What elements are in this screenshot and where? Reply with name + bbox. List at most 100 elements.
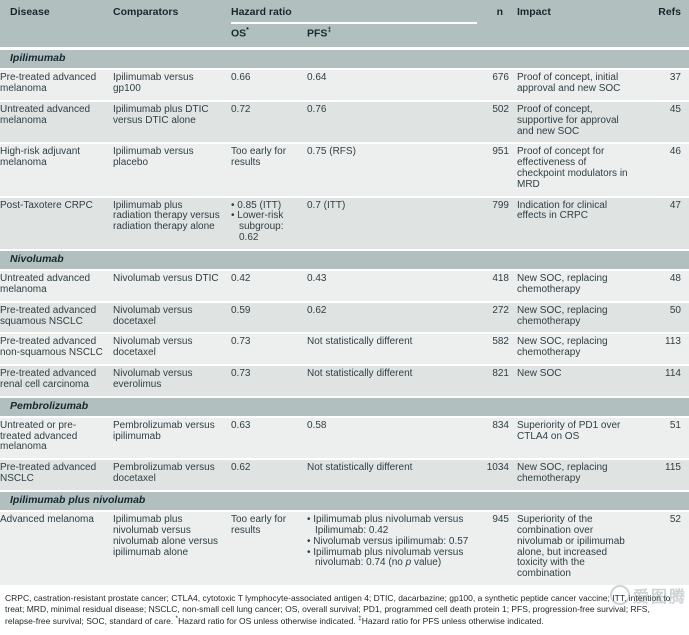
pfs-footnote-marker: ‡ xyxy=(327,27,332,35)
refs-cell: 50 xyxy=(643,302,689,335)
col-header-os: OS* xyxy=(231,24,307,51)
col-header-impact: Impact xyxy=(517,0,643,51)
impact-cell: New SOC xyxy=(517,365,643,398)
bullet-item: • Ipilimumab plus nivolumab versus nivol… xyxy=(307,546,464,569)
refs-cell: 46 xyxy=(643,144,689,198)
disease-cell: Pre-treated advanced non-squamous NSCLC xyxy=(0,334,113,366)
comparators-cell: Ipilimumab versus placebo xyxy=(113,144,231,198)
col-header-hazard-ratio: Hazard ratio xyxy=(231,0,477,25)
disease-cell: Untreated advanced melanoma xyxy=(0,102,113,145)
impact-cell: New SOC, replacing chemotherapy xyxy=(517,334,643,366)
section-title: Ipilimumab xyxy=(0,50,689,71)
table-row: Pre-treated advanced renal cell carcinom… xyxy=(0,365,689,398)
pfs-cell: Not statistically different xyxy=(307,365,477,398)
bullet-item: • Ipilimumab plus nivolumab versus Ipili… xyxy=(307,514,464,536)
n-cell: 951 xyxy=(477,144,517,198)
impact-cell: Proof of concept, supportive for approva… xyxy=(517,102,643,145)
os-footnote-marker: * xyxy=(246,27,249,35)
table-row: Untreated advanced melanoma Ipilimumab pl… xyxy=(0,102,689,145)
col-header-refs: Refs xyxy=(643,0,689,51)
section-row: Ipilimumab plus nivolumab xyxy=(0,491,689,513)
refs-cell: 37 xyxy=(643,70,689,103)
n-cell: 418 xyxy=(477,271,517,303)
refs-cell: 113 xyxy=(643,334,689,366)
table-row: Pre-treated advanced NSCLC Pembrolizumab … xyxy=(0,460,689,492)
os-cell: 0.73 xyxy=(231,365,307,398)
bullet-item: • Lower-risk subgroup: 0.62 xyxy=(231,210,284,244)
impact-cell: Proof of concept, initial approval and n… xyxy=(517,70,643,103)
footnote-abbreviations: CRPC, castration-resistant prostate canc… xyxy=(5,592,671,626)
os-cell: 0.63 xyxy=(231,417,307,461)
n-cell: 799 xyxy=(477,197,517,251)
comparators-cell: Nivolumab versus docetaxel xyxy=(113,334,231,366)
pfs-cell: 0.64 xyxy=(307,70,477,103)
table-row: Pre-treated advanced melanoma Ipilimumab … xyxy=(0,70,689,103)
table-row: Post-Taxotere CRPC Ipilimumab plus radiat… xyxy=(0,197,689,251)
col-header-n: n xyxy=(477,0,517,51)
col-header-pfs: PFS‡ xyxy=(307,24,477,51)
bullet-item: • Nivolumab versus ipilimumab: 0.57 xyxy=(307,535,469,547)
comparators-cell: Nivolumab versus DTIC xyxy=(113,271,231,303)
n-cell: 676 xyxy=(477,70,517,103)
impact-cell: Proof of concept for effectiveness of ch… xyxy=(517,144,643,198)
n-cell: 945 xyxy=(477,512,517,587)
disease-cell: Untreated advanced melanoma xyxy=(0,271,113,303)
table-row: Untreated advanced melanoma Nivolumab ver… xyxy=(0,271,689,303)
hazard-ratio-label: Hazard ratio xyxy=(231,6,292,18)
section-title: Ipilimumab plus nivolumab xyxy=(0,491,689,513)
os-cell: 0.62 xyxy=(231,460,307,492)
refs-cell: 114 xyxy=(643,365,689,398)
refs-cell: 51 xyxy=(643,417,689,461)
section-row: Pembrolizumab xyxy=(0,397,689,418)
impact-cell: New SOC, replacing chemotherapy xyxy=(517,271,643,303)
comparators-cell: Pembrolizumab versus ipilimumab xyxy=(113,417,231,461)
footnote-pfs-note: Hazard ratio for PFS unless otherwise in… xyxy=(361,615,544,626)
bullet-item: • 0.85 (ITT) xyxy=(231,199,282,211)
table-row: Pre-treated advanced squamous NSCLC Nivol… xyxy=(0,302,689,335)
table-footnote: CRPC, castration-resistant prostate canc… xyxy=(0,591,689,626)
table-row: Advanced melanoma Ipilimumab plus nivolum… xyxy=(0,512,689,587)
pfs-cell: Not statistically different xyxy=(307,460,477,492)
pfs-cell: 0.43 xyxy=(307,271,477,303)
disease-cell: Untreated or pre-treated advanced melano… xyxy=(0,417,113,461)
refs-cell: 45 xyxy=(643,102,689,145)
section-row: Nivolumab xyxy=(0,250,689,272)
col-header-comparators: Comparators xyxy=(113,0,231,51)
impact-cell: New SOC, replacing chemotherapy xyxy=(517,302,643,335)
section-title: Pembrolizumab xyxy=(0,397,689,418)
disease-cell: Advanced melanoma xyxy=(0,512,113,587)
os-cell: • 0.85 (ITT) • Lower-risk subgroup: 0.62 xyxy=(231,197,307,251)
impact-cell: Superiority of the combination over nivo… xyxy=(517,512,643,587)
comparators-cell: Nivolumab versus everolimus xyxy=(113,365,231,398)
impact-cell: Indication for clinical effects in CRPC xyxy=(517,197,643,251)
disease-cell: Pre-treated advanced NSCLC xyxy=(0,460,113,492)
table-row: Untreated or pre-treated advanced melano… xyxy=(0,417,689,461)
disease-cell: Pre-treated advanced squamous NSCLC xyxy=(0,302,113,335)
os-cell: 0.66 xyxy=(231,70,307,103)
n-cell: 821 xyxy=(477,365,517,398)
os-cell: 0.42 xyxy=(231,271,307,303)
pfs-cell: Not statistically different xyxy=(307,334,477,366)
n-cell: 272 xyxy=(477,302,517,335)
n-cell: 1034 xyxy=(477,460,517,492)
pfs-cell: 0.76 xyxy=(307,102,477,145)
pfs-cell: • Ipilimumab plus nivolumab versus Ipili… xyxy=(307,512,477,587)
pfs-cell: 0.62 xyxy=(307,302,477,335)
pfs-label: PFS xyxy=(307,27,328,40)
comparators-cell: Nivolumab versus docetaxel xyxy=(113,302,231,335)
impact-cell: New SOC, replacing chemotherapy xyxy=(517,460,643,492)
table-row: Pre-treated advanced non-squamous NSCLC N… xyxy=(0,334,689,366)
footnote-os-note: Hazard ratio for OS unless otherwise ind… xyxy=(178,615,359,626)
n-cell: 834 xyxy=(477,417,517,461)
os-cell: Too early for results xyxy=(231,512,307,587)
n-cell: 502 xyxy=(477,102,517,145)
table-body: Ipilimumab Pre-treated advanced melanoma I… xyxy=(0,50,689,587)
footnote-pfs-marker: ‡ xyxy=(358,614,362,622)
refs-cell: 115 xyxy=(643,460,689,492)
section-title: Nivolumab xyxy=(0,250,689,272)
hazard-ratio-table: Disease Comparators Hazard ratio n Impac… xyxy=(0,0,689,587)
pfs-cell: 0.7 (ITT) xyxy=(307,197,477,251)
table-header: Disease Comparators Hazard ratio n Impac… xyxy=(0,0,689,51)
pfs-cell: 0.75 (RFS) xyxy=(307,144,477,198)
